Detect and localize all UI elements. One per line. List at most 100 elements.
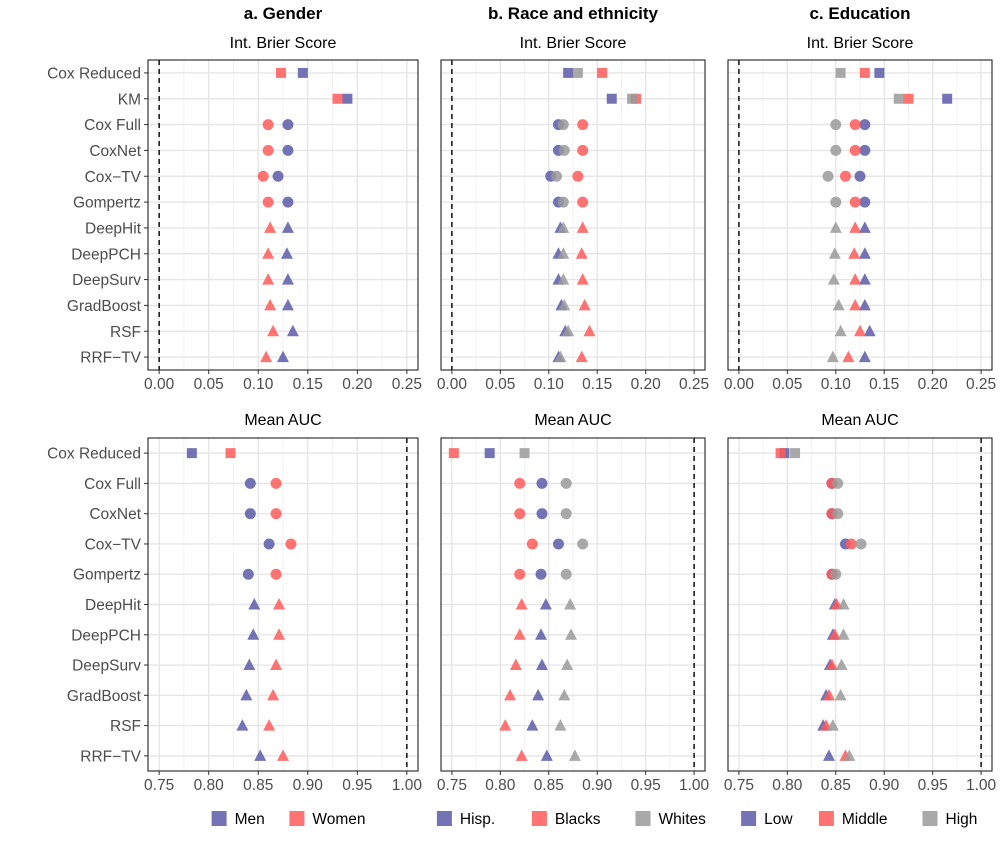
x-tick-label: 1.00 xyxy=(392,777,423,794)
point-high xyxy=(835,658,848,671)
legend-label: Men xyxy=(235,811,265,828)
point-men xyxy=(248,598,261,610)
panel-subtitle: Mean AUC xyxy=(534,412,611,429)
point-women xyxy=(263,719,276,731)
model-label: RRF−TV xyxy=(80,748,141,765)
x-tick-label: 0.90 xyxy=(869,777,900,794)
panel-border xyxy=(727,59,993,371)
point-women xyxy=(257,170,269,182)
x-tick-label: 0.85 xyxy=(821,777,851,794)
point-whites xyxy=(561,658,574,671)
model-label: Gompertz xyxy=(73,195,141,212)
point-hisp xyxy=(606,93,617,104)
point-high xyxy=(829,221,842,233)
point-low xyxy=(858,350,871,363)
panel-border xyxy=(147,59,419,371)
point-men xyxy=(282,119,294,131)
point-women xyxy=(267,324,280,337)
point-men xyxy=(263,538,275,550)
point-women xyxy=(270,568,282,580)
point-middle xyxy=(849,298,862,311)
point-high xyxy=(827,273,840,285)
point-whites xyxy=(557,273,570,285)
column-title: b. Race and ethnicity xyxy=(488,4,659,23)
legend-label: Low xyxy=(764,811,793,828)
point-blacks xyxy=(577,119,589,131)
point-blacks xyxy=(576,273,589,285)
point-middle xyxy=(859,67,870,78)
legend-label: Middle xyxy=(842,811,888,828)
model-label: CoxNet xyxy=(89,143,141,160)
point-high xyxy=(826,719,839,731)
point-blacks xyxy=(578,298,591,311)
point-blacks xyxy=(515,598,528,610)
x-tick-label: 0.95 xyxy=(918,777,948,794)
point-high xyxy=(830,196,842,208)
point-men xyxy=(254,749,267,761)
model-label: DeepSurv xyxy=(72,658,141,675)
point-low xyxy=(858,298,871,311)
point-women xyxy=(270,508,282,520)
panel-border xyxy=(440,437,706,772)
point-middle xyxy=(848,247,861,259)
x-tick-label: 0.80 xyxy=(772,777,803,794)
point-low xyxy=(858,247,871,259)
model-label: RSF xyxy=(110,718,141,735)
legend-key xyxy=(741,811,757,826)
point-whites xyxy=(562,324,575,337)
point-low xyxy=(942,93,953,104)
point-men xyxy=(281,273,294,285)
column-title: c. Education xyxy=(809,4,910,23)
x-tick-label: 0.10 xyxy=(821,376,852,393)
point-hisp xyxy=(535,568,547,580)
point-hisp xyxy=(552,538,564,550)
legend-key xyxy=(531,811,547,826)
x-tick-label: 0.75 xyxy=(437,777,467,794)
point-middle xyxy=(822,688,835,701)
x-tick-label: 0.75 xyxy=(144,777,174,794)
x-tick-label: 0.15 xyxy=(582,376,612,393)
point-men xyxy=(297,67,308,78)
point-whites xyxy=(565,628,578,640)
panel-border xyxy=(440,59,706,371)
point-whites xyxy=(554,719,567,731)
point-whites xyxy=(560,508,572,520)
point-middle xyxy=(849,221,862,233)
point-low xyxy=(874,67,885,78)
point-men xyxy=(286,324,299,337)
point-hisp xyxy=(536,477,548,489)
point-low xyxy=(863,324,876,337)
panel-a-auc: Mean AUC 0.75 0.80 0.85 0.90 0.95 1.00 Cox Redu… xyxy=(47,412,422,794)
model-label: Cox Reduced xyxy=(47,446,141,463)
point-men xyxy=(277,350,289,363)
x-tick-label: 0.25 xyxy=(966,376,996,393)
point-whites xyxy=(564,598,577,610)
point-low xyxy=(854,170,866,182)
point-low xyxy=(822,749,835,761)
point-blacks xyxy=(576,221,589,233)
x-tick-label: 1.00 xyxy=(966,777,997,794)
point-high xyxy=(826,350,839,363)
legend-1: Men Women xyxy=(211,811,366,828)
point-men xyxy=(247,628,260,640)
legend-2: Hisp. Blacks Whites xyxy=(436,811,706,828)
point-blacks xyxy=(575,247,588,259)
legend-key xyxy=(818,811,834,826)
point-women xyxy=(260,350,273,363)
point-whites xyxy=(572,67,583,78)
point-whites xyxy=(519,448,530,459)
point-high xyxy=(830,144,842,156)
point-middle xyxy=(825,658,838,671)
point-whites xyxy=(554,350,567,363)
column-title: a. Gender xyxy=(244,4,323,23)
point-whites xyxy=(627,93,638,104)
point-low xyxy=(858,273,871,285)
point-high xyxy=(855,538,867,550)
x-tick-label: 0.10 xyxy=(534,376,565,393)
point-whites xyxy=(557,119,569,131)
x-tick-label: 0.95 xyxy=(631,777,661,794)
x-tick-label: 0.05 xyxy=(194,376,224,393)
x-tick-label: 0.05 xyxy=(485,376,515,393)
point-men xyxy=(281,221,294,233)
point-men xyxy=(244,477,256,489)
